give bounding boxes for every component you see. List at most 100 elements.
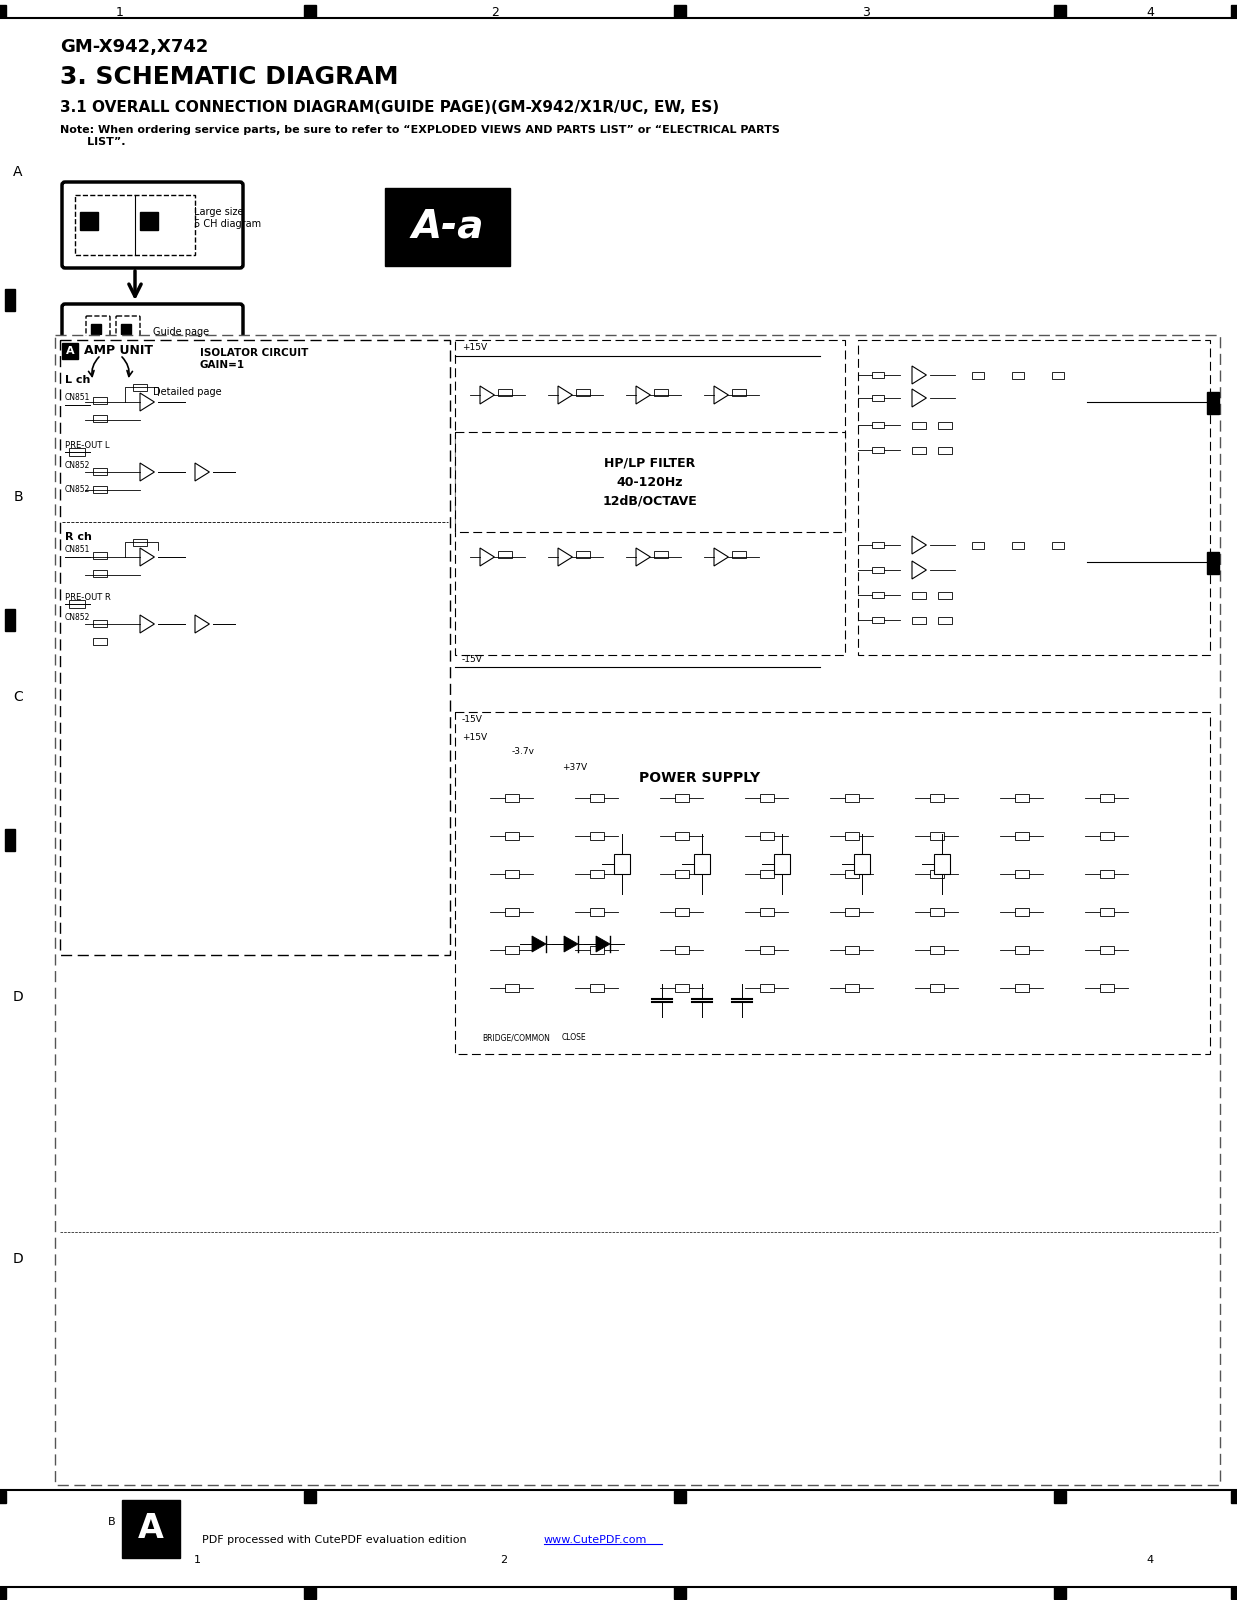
Bar (675, 870, 689, 878)
FancyBboxPatch shape (62, 182, 242, 267)
Bar (845, 984, 858, 992)
Bar (1054, 1491, 1066, 1502)
Bar (912, 422, 927, 429)
Text: 3: 3 (862, 6, 870, 19)
FancyBboxPatch shape (62, 304, 242, 430)
FancyBboxPatch shape (78, 378, 104, 413)
Bar (499, 389, 512, 395)
Text: +37V: +37V (562, 763, 588, 771)
Bar (774, 854, 790, 874)
Bar (590, 832, 604, 840)
Bar (1207, 552, 1218, 574)
Bar (872, 395, 884, 402)
Bar (1100, 984, 1115, 992)
Bar (5, 610, 15, 630)
Bar (455, 712, 1210, 1054)
Bar (1100, 870, 1115, 878)
Bar (674, 1491, 687, 1502)
Text: CN852: CN852 (66, 461, 90, 469)
Text: AMP UNIT: AMP UNIT (84, 344, 153, 357)
Bar (912, 446, 927, 454)
Bar (0, 5, 6, 18)
Text: A: A (14, 165, 22, 179)
Bar (118, 389, 127, 398)
Bar (304, 1587, 315, 1598)
Bar (930, 909, 944, 915)
Bar (5, 829, 15, 851)
Bar (675, 832, 689, 840)
Text: POWER SUPPLY: POWER SUPPLY (640, 771, 761, 786)
Bar (1100, 794, 1115, 802)
Bar (845, 794, 858, 802)
Text: +15V: +15V (461, 344, 487, 352)
Bar (590, 909, 604, 915)
Bar (1231, 5, 1237, 18)
Bar (122, 1501, 181, 1558)
Bar (1054, 5, 1066, 18)
Bar (1100, 832, 1115, 840)
Bar (675, 909, 689, 915)
FancyBboxPatch shape (113, 378, 139, 413)
Bar (505, 909, 520, 915)
Bar (1051, 371, 1064, 379)
Text: B: B (108, 1517, 116, 1526)
Bar (505, 946, 520, 954)
Text: A: A (139, 1512, 165, 1546)
Bar (1016, 832, 1029, 840)
Bar (505, 832, 520, 840)
Bar (134, 384, 147, 390)
FancyBboxPatch shape (87, 317, 110, 346)
Bar (0, 1587, 6, 1598)
Bar (5, 290, 15, 310)
Text: 1: 1 (116, 6, 124, 19)
Bar (499, 550, 512, 558)
Bar (80, 211, 98, 230)
Bar (694, 854, 710, 874)
Bar (912, 592, 927, 598)
Bar (760, 832, 774, 840)
Bar (93, 619, 106, 627)
Text: 3.1 OVERALL CONNECTION DIAGRAM(GUIDE PAGE)(GM-X942/X1R/UC, EW, ES): 3.1 OVERALL CONNECTION DIAGRAM(GUIDE PAG… (61, 99, 719, 115)
Bar (590, 794, 604, 802)
Bar (675, 984, 689, 992)
Text: A: A (66, 346, 74, 357)
Text: 2: 2 (501, 1555, 507, 1565)
Bar (845, 870, 858, 878)
Bar (505, 984, 520, 992)
Text: Guide page: Guide page (153, 326, 209, 338)
Bar (938, 446, 952, 454)
Bar (930, 870, 944, 878)
Text: -15V: -15V (461, 656, 482, 664)
Bar (872, 618, 884, 622)
Bar (872, 542, 884, 547)
Bar (760, 946, 774, 954)
Bar (674, 5, 687, 18)
Bar (455, 432, 845, 531)
Bar (872, 371, 884, 378)
Bar (61, 341, 450, 955)
Bar (872, 592, 884, 598)
Bar (304, 1491, 315, 1502)
Bar (576, 550, 590, 558)
Bar (134, 539, 147, 546)
Text: 1: 1 (193, 1555, 200, 1565)
Text: +15V: +15V (461, 733, 487, 741)
Bar (845, 909, 858, 915)
Text: 4: 4 (1147, 1555, 1154, 1565)
Bar (1100, 946, 1115, 954)
Text: 3. SCHEMATIC DIAGRAM: 3. SCHEMATIC DIAGRAM (61, 66, 398, 90)
Polygon shape (532, 936, 546, 952)
FancyBboxPatch shape (116, 317, 140, 346)
Text: D: D (12, 990, 24, 1005)
Text: 2: 2 (491, 6, 499, 19)
Bar (0, 1491, 6, 1502)
Bar (1231, 1587, 1237, 1598)
Bar (1051, 542, 1064, 549)
Polygon shape (596, 936, 610, 952)
Text: CN852: CN852 (66, 485, 90, 494)
Bar (1012, 542, 1024, 549)
Bar (590, 946, 604, 954)
Text: CN852: CN852 (66, 613, 90, 621)
Text: BRIDGE/COMMON: BRIDGE/COMMON (482, 1034, 550, 1043)
Text: ISOLATOR CIRCUIT
GAIN=1: ISOLATOR CIRCUIT GAIN=1 (200, 349, 308, 370)
